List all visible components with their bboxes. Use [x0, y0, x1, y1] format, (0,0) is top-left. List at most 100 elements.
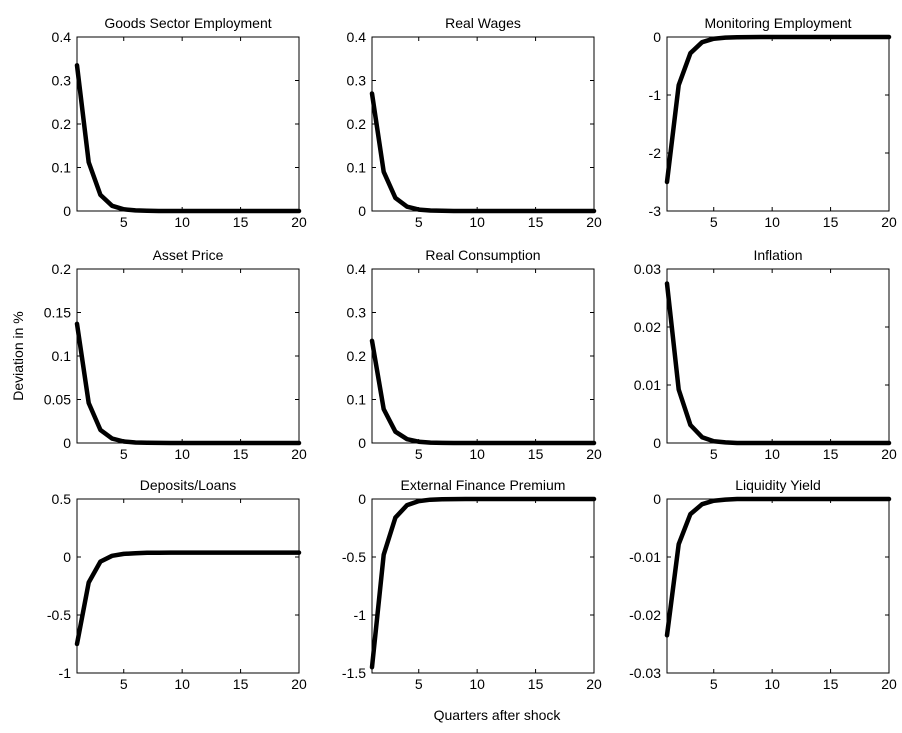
panel-9: Liquidity Yield 5 10 15 20 -0.03 -0.02 -0.01 0	[629, 477, 897, 692]
panel-3-axes	[667, 37, 889, 211]
panel-7-ytick-label: -0.5	[47, 607, 71, 623]
panel-7-title: Deposits/Loans	[140, 477, 237, 493]
panel-1-xtick-label: 5	[120, 214, 128, 230]
panel-7-series-line	[77, 553, 299, 644]
panel-4-ytick-label: 0.1	[52, 348, 72, 364]
panel-9-title: Liquidity Yield	[735, 477, 821, 493]
panel-3-ytick-label: 0	[653, 29, 661, 45]
panel-2-xtick-label: 15	[528, 214, 544, 230]
panel-5-xtick-label: 10	[469, 446, 485, 462]
panel-6-ytick-label: 0.02	[634, 319, 661, 335]
panel-2-xtick-label: 10	[469, 214, 485, 230]
panel-8-ytick-label: -1.5	[342, 665, 366, 681]
panel-9-xtick-label: 10	[764, 676, 780, 692]
panel-9-xtick-label: 20	[881, 676, 897, 692]
panel-3-series-line	[667, 37, 889, 182]
panel-2-ytick-label: 0.4	[347, 29, 367, 45]
panel-9-axes	[667, 499, 889, 673]
panel-8-ytick-label: -0.5	[342, 549, 366, 565]
panel-5-xtick-label: 20	[586, 446, 602, 462]
panel-8-axes	[372, 499, 594, 673]
panel-7-ytick-label: 0.5	[52, 491, 72, 507]
panel-1-xtick-label: 10	[174, 214, 190, 230]
panel-9-ytick-label: -0.03	[629, 665, 661, 681]
panel-1-ytick-label: 0.4	[52, 29, 72, 45]
panel-5-ytick-label: 0.1	[347, 392, 367, 408]
panel-6-ytick-label: 0	[653, 435, 661, 451]
panel-4-ytick-label: 0.2	[52, 261, 72, 277]
panel-3-xtick-label: 15	[823, 214, 839, 230]
panel-3-ytick-label: -1	[649, 87, 662, 103]
panel-3-ytick-label: -2	[649, 145, 662, 161]
panel-4-ytick-label: 0.05	[44, 392, 71, 408]
panel-7-ytick-label: -1	[59, 665, 72, 681]
panel-9-ytick-label: -0.02	[629, 607, 661, 623]
panel-5-title: Real Consumption	[425, 247, 540, 263]
panel-7-xtick-label: 10	[174, 676, 190, 692]
chart-panels: Goods Sector Employment 5 10 15 20 0 0.1 0.2 0.3…	[44, 15, 897, 692]
panel-3-xtick-label: 20	[881, 214, 897, 230]
panel-4-xtick-label: 20	[291, 446, 307, 462]
panel-9-xtick-label: 15	[823, 676, 839, 692]
panel-6-axes	[667, 269, 889, 443]
panel-5-ytick-label: 0	[358, 435, 366, 451]
panel-5: Real Consumption 5 10 15 20 0 0.1 0.2 0.3 0.4	[347, 247, 602, 462]
panel-5-ytick-label: 0.4	[347, 261, 367, 277]
panel-9-ytick-label: -0.01	[629, 549, 661, 565]
panel-5-ytick-label: 0.3	[347, 305, 367, 321]
panel-2-title: Real Wages	[445, 15, 521, 31]
panel-5-ytick-label: 0.2	[347, 348, 367, 364]
panel-1-ytick-label: 0.1	[52, 160, 72, 176]
panel-1-ytick-label: 0	[63, 203, 71, 219]
panel-5-axes	[372, 269, 594, 443]
panel-7-xtick-label: 5	[120, 676, 128, 692]
panel-7-xtick-label: 20	[291, 676, 307, 692]
panel-8-ytick-label: -1	[354, 607, 367, 623]
figure-ylabel: Deviation in %	[10, 311, 26, 401]
panel-9-ytick-label: 0	[653, 491, 661, 507]
panel-5-xtick-label: 5	[415, 446, 423, 462]
panel-8-xtick-label: 15	[528, 676, 544, 692]
panel-3-title: Monitoring Employment	[704, 15, 851, 31]
panel-1-axes	[77, 37, 299, 211]
panel-4-ytick-label: 0	[63, 435, 71, 451]
panel-4-series-line	[77, 324, 299, 443]
panel-8-xtick-label: 20	[586, 676, 602, 692]
panel-3-ytick-label: -3	[649, 203, 662, 219]
panel-8-series-line	[372, 499, 594, 667]
panel-2-ytick-label: 0.3	[347, 73, 367, 89]
figure-xlabel: Quarters after shock	[434, 707, 562, 723]
panel-2-ytick-label: 0	[358, 203, 366, 219]
panel-6-xtick-label: 15	[823, 446, 839, 462]
panel-4-ytick-label: 0.15	[44, 305, 71, 321]
panel-4: Asset Price 5 10 15 20 0 0.05 0.1 0.15 0.2	[44, 247, 307, 462]
panel-5-xtick-label: 15	[528, 446, 544, 462]
panel-2-xtick-label: 20	[586, 214, 602, 230]
panel-7-axes	[77, 499, 299, 673]
panel-6-series-line	[667, 284, 889, 444]
panel-8-xtick-label: 10	[469, 676, 485, 692]
panel-1-ytick-label: 0.2	[52, 116, 72, 132]
panel-4-xtick-label: 10	[174, 446, 190, 462]
panel-1-xtick-label: 15	[233, 214, 249, 230]
panel-4-xtick-label: 5	[120, 446, 128, 462]
panel-4-title: Asset Price	[153, 247, 224, 263]
panel-4-axes	[77, 269, 299, 443]
panel-2-axes	[372, 37, 594, 211]
panel-3-xtick-label: 10	[764, 214, 780, 230]
panel-8-title: External Finance Premium	[401, 477, 566, 493]
panel-1-title: Goods Sector Employment	[104, 15, 271, 31]
panel-6-title: Inflation	[753, 247, 802, 263]
panel-9-xtick-label: 5	[710, 676, 718, 692]
panel-6-ytick-label: 0.01	[634, 377, 661, 393]
panel-6-xtick-label: 20	[881, 446, 897, 462]
panel-4-xtick-label: 15	[233, 446, 249, 462]
